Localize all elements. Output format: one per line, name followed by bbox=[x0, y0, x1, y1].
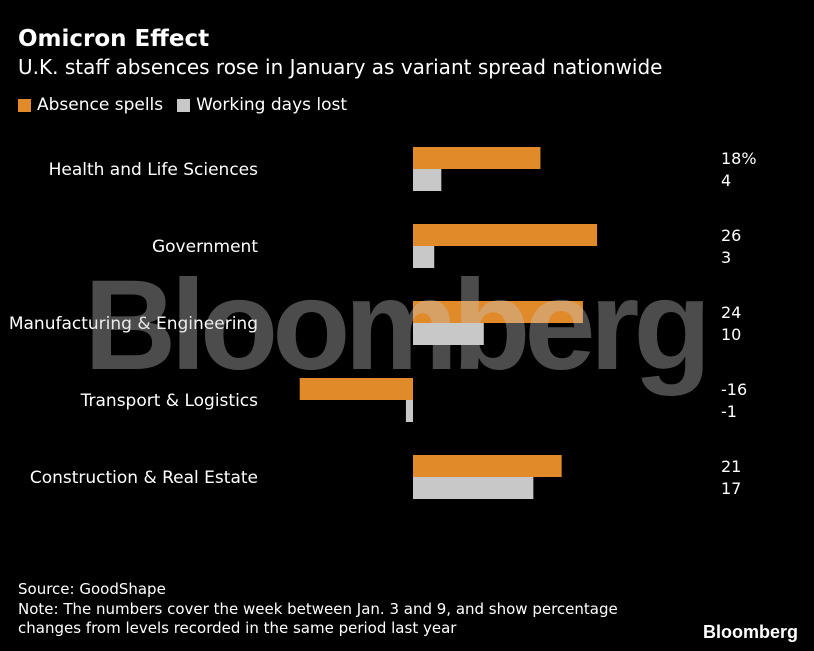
bar-working-days-lost-construction-and-real-estate bbox=[413, 477, 534, 499]
value-label-working-days-lost-transport-and-logistics: -1 bbox=[721, 402, 737, 421]
bar-chart: Health and Life Sciences 18% 4 Government 26… bbox=[9, 147, 757, 499]
legend-item-working-days-lost: Working days lost bbox=[177, 95, 347, 115]
legend-swatch-working-days-lost bbox=[177, 98, 191, 112]
value-label-absence-spells-construction-and-real-estate: 21 bbox=[721, 457, 741, 476]
bar-absence-spells-manufacturing-and-engineering bbox=[413, 301, 583, 323]
category-label-construction-and-real-estate: Construction & Real Estate bbox=[30, 468, 258, 488]
value-label-absence-spells-government: 26 bbox=[721, 226, 741, 245]
category-label-health-and-life-sciences: Health and Life Sciences bbox=[49, 160, 259, 180]
value-label-absence-spells-manufacturing-and-engineering: 24 bbox=[721, 303, 741, 322]
watermark-logo: Bloomberg bbox=[84, 254, 712, 397]
chart-subtitle: U.K. staff absences rose in January as v… bbox=[18, 55, 663, 79]
value-label-working-days-lost-manufacturing-and-engineering: 10 bbox=[721, 325, 741, 344]
bar-working-days-lost-health-and-life-sciences bbox=[413, 169, 442, 191]
bar-absence-spells-construction-and-real-estate bbox=[413, 455, 562, 477]
value-label-working-days-lost-government: 3 bbox=[721, 248, 731, 267]
legend: Absence spells Working days lost bbox=[18, 95, 361, 115]
bar-working-days-lost-transport-and-logistics bbox=[405, 400, 413, 422]
value-label-working-days-lost-construction-and-real-estate: 17 bbox=[721, 479, 741, 498]
note-line-2: changes from levels recorded in the same… bbox=[18, 619, 457, 637]
legend-label-working-days-lost: Working days lost bbox=[196, 95, 348, 115]
value-label-absence-spells-health-and-life-sciences: 18% bbox=[721, 149, 757, 168]
value-label-absence-spells-transport-and-logistics: -16 bbox=[721, 380, 747, 399]
bar-absence-spells-transport-and-logistics bbox=[299, 378, 413, 400]
source-note: Source: GoodShape bbox=[18, 580, 166, 598]
value-label-working-days-lost-health-and-life-sciences: 4 bbox=[721, 171, 731, 190]
category-label-government: Government bbox=[152, 237, 258, 257]
bar-absence-spells-health-and-life-sciences bbox=[413, 147, 541, 169]
bloomberg-logo: Bloomberg bbox=[702, 622, 798, 642]
bar-absence-spells-government bbox=[413, 224, 598, 246]
chart-title: Omicron Effect bbox=[18, 26, 210, 52]
legend-item-absence-spells: Absence spells bbox=[18, 95, 163, 115]
legend-swatch-absence-spells bbox=[18, 98, 31, 112]
legend-label-absence-spells: Absence spells bbox=[37, 95, 164, 115]
category-label-transport-and-logistics: Transport & Logistics bbox=[80, 391, 259, 411]
note-line-1: Note: The numbers cover the week between… bbox=[18, 600, 618, 618]
bar-working-days-lost-government bbox=[413, 246, 435, 268]
bar-working-days-lost-manufacturing-and-engineering bbox=[413, 323, 484, 345]
category-label-manufacturing-and-engineering: Manufacturing & Engineering bbox=[9, 314, 258, 334]
